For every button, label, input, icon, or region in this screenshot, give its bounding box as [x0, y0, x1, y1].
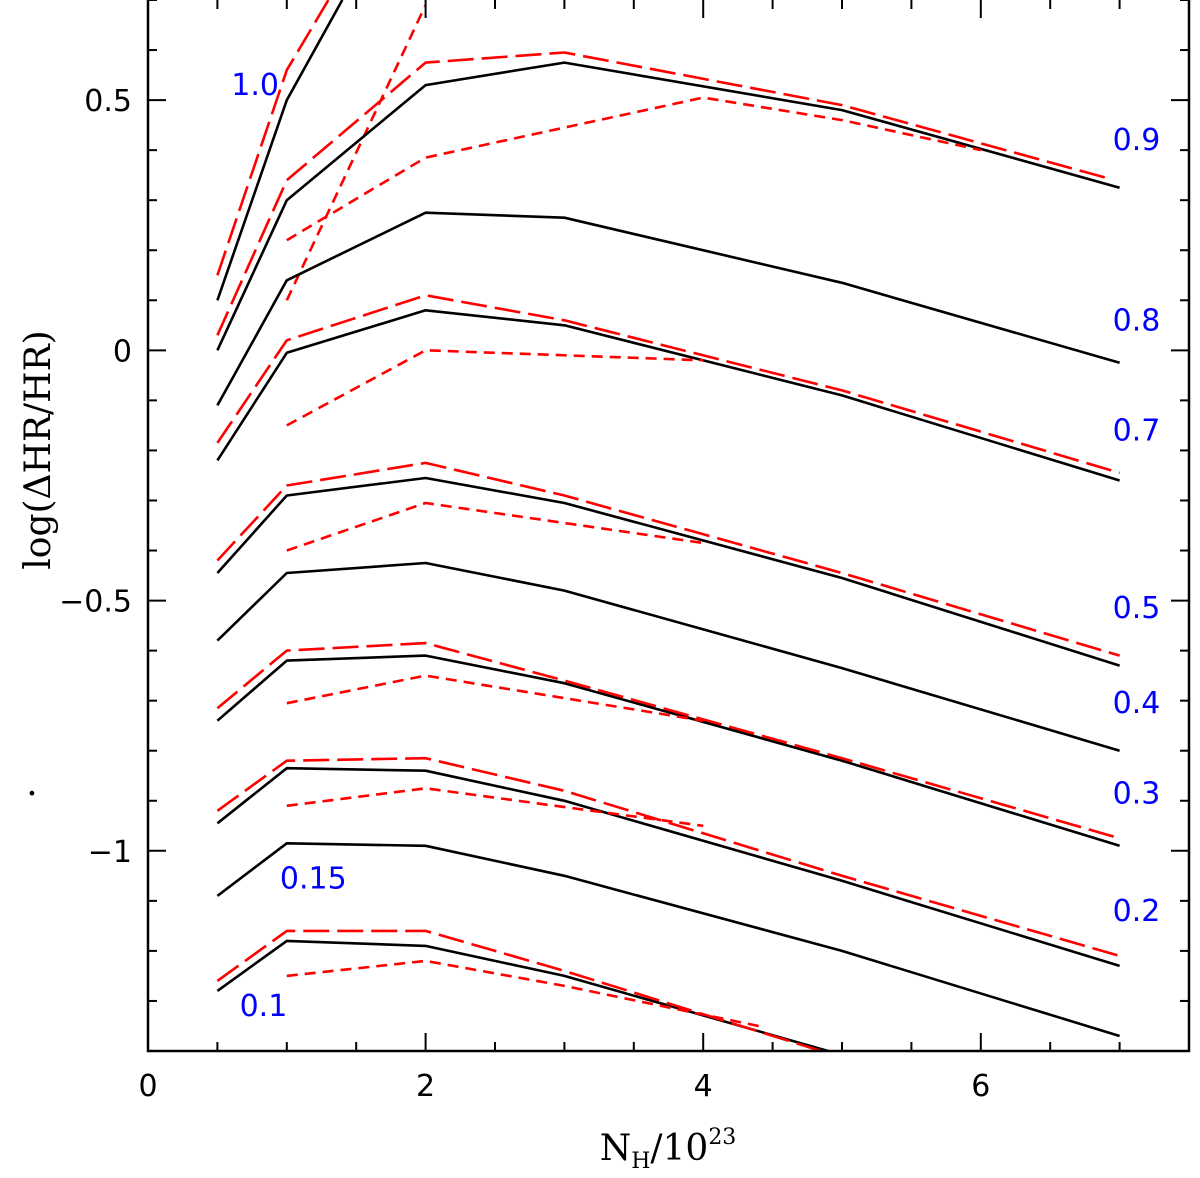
y-tick-label: 0.5 [84, 84, 132, 119]
annotations-layer: 1.0 0.9 0.8 0.7 0.5 0.4 0.3 0.2 0.15 0.1 [231, 68, 1160, 1024]
series-line-0-1-short-dash [286, 959, 759, 1028]
series-line-0-3-long-dash [216, 641, 1120, 840]
curve-label-1-0: 1.0 [231, 68, 279, 103]
curve-label-0-3: 0.3 [1113, 776, 1161, 811]
x-axis-title-main: N [600, 1128, 632, 1169]
x-axis-title-sub: H [631, 1149, 650, 1174]
series-layer [216, 0, 1120, 1051]
curve-label-0-15: 0.15 [280, 861, 347, 896]
curve-label-0-1: 0.1 [240, 989, 288, 1024]
stray-mark: · [26, 774, 37, 815]
x-tick-label: 4 [694, 1069, 713, 1104]
y-tick-label: 0 [113, 334, 132, 369]
series-line-0-3-solid [216, 654, 1120, 848]
series-line-0-4-solid [216, 561, 1120, 752]
series-line-1-0-short-dash [285, 4, 427, 301]
series-line-0-1-long-dash [216, 929, 822, 1051]
series-line-0-5-short-dash [286, 501, 704, 552]
x-axis-title-after: /10 [650, 1128, 708, 1169]
ticks-layer [147, 0, 1190, 1052]
series-line-0-9-solid [216, 61, 1120, 351]
series-line-0-7-short-dash [286, 348, 704, 427]
series-line-0-8-solid [216, 211, 1120, 407]
curve-label-0-2: 0.2 [1113, 894, 1161, 929]
curve-label-0-7: 0.7 [1113, 413, 1161, 448]
y-tick-label: −1 [88, 835, 132, 870]
series-line-0-9-short-dash [286, 96, 982, 242]
series-line-0-1-solid [216, 939, 829, 1051]
series-line-0-2-short-dash [286, 786, 704, 828]
y-tick-label: −0.5 [59, 585, 132, 620]
x-tick-label: 2 [416, 1069, 435, 1104]
series-line-0-5-solid [216, 476, 1120, 667]
series-line-0-7-long-dash [216, 293, 1120, 475]
plot-frame [146, 0, 1191, 1053]
curve-label-0-9: 0.9 [1113, 123, 1161, 158]
series-line-0-2-long-dash [216, 756, 1120, 958]
series-line-0-3-short-dash [286, 674, 704, 722]
series-line-1-0-solid [216, 0, 344, 301]
series-line-0-2-solid [216, 766, 1120, 968]
series-line-0-9-long-dash [216, 51, 1107, 336]
tick-labels-layer: 0 2 4 6 −1 −0.5 0 0.5 [59, 84, 990, 1104]
x-axis-title-sup: 23 [708, 1125, 736, 1150]
series-line-0-5-long-dash [216, 461, 1120, 657]
x-axis-title: NH/1023 [600, 1125, 737, 1174]
x-tick-label: 0 [138, 1069, 157, 1104]
series-line-0-15-solid [216, 841, 1120, 1038]
curve-label-0-8: 0.8 [1113, 303, 1161, 338]
curve-label-0-4: 0.4 [1113, 686, 1161, 721]
series-line-1-0-long-dash [216, 0, 330, 276]
x-tick-label: 6 [971, 1069, 990, 1104]
y-axis-title: log(ΔHR/HR) [18, 330, 59, 569]
curve-label-0-5: 0.5 [1113, 591, 1161, 626]
series-line-0-7-solid [216, 308, 1120, 482]
